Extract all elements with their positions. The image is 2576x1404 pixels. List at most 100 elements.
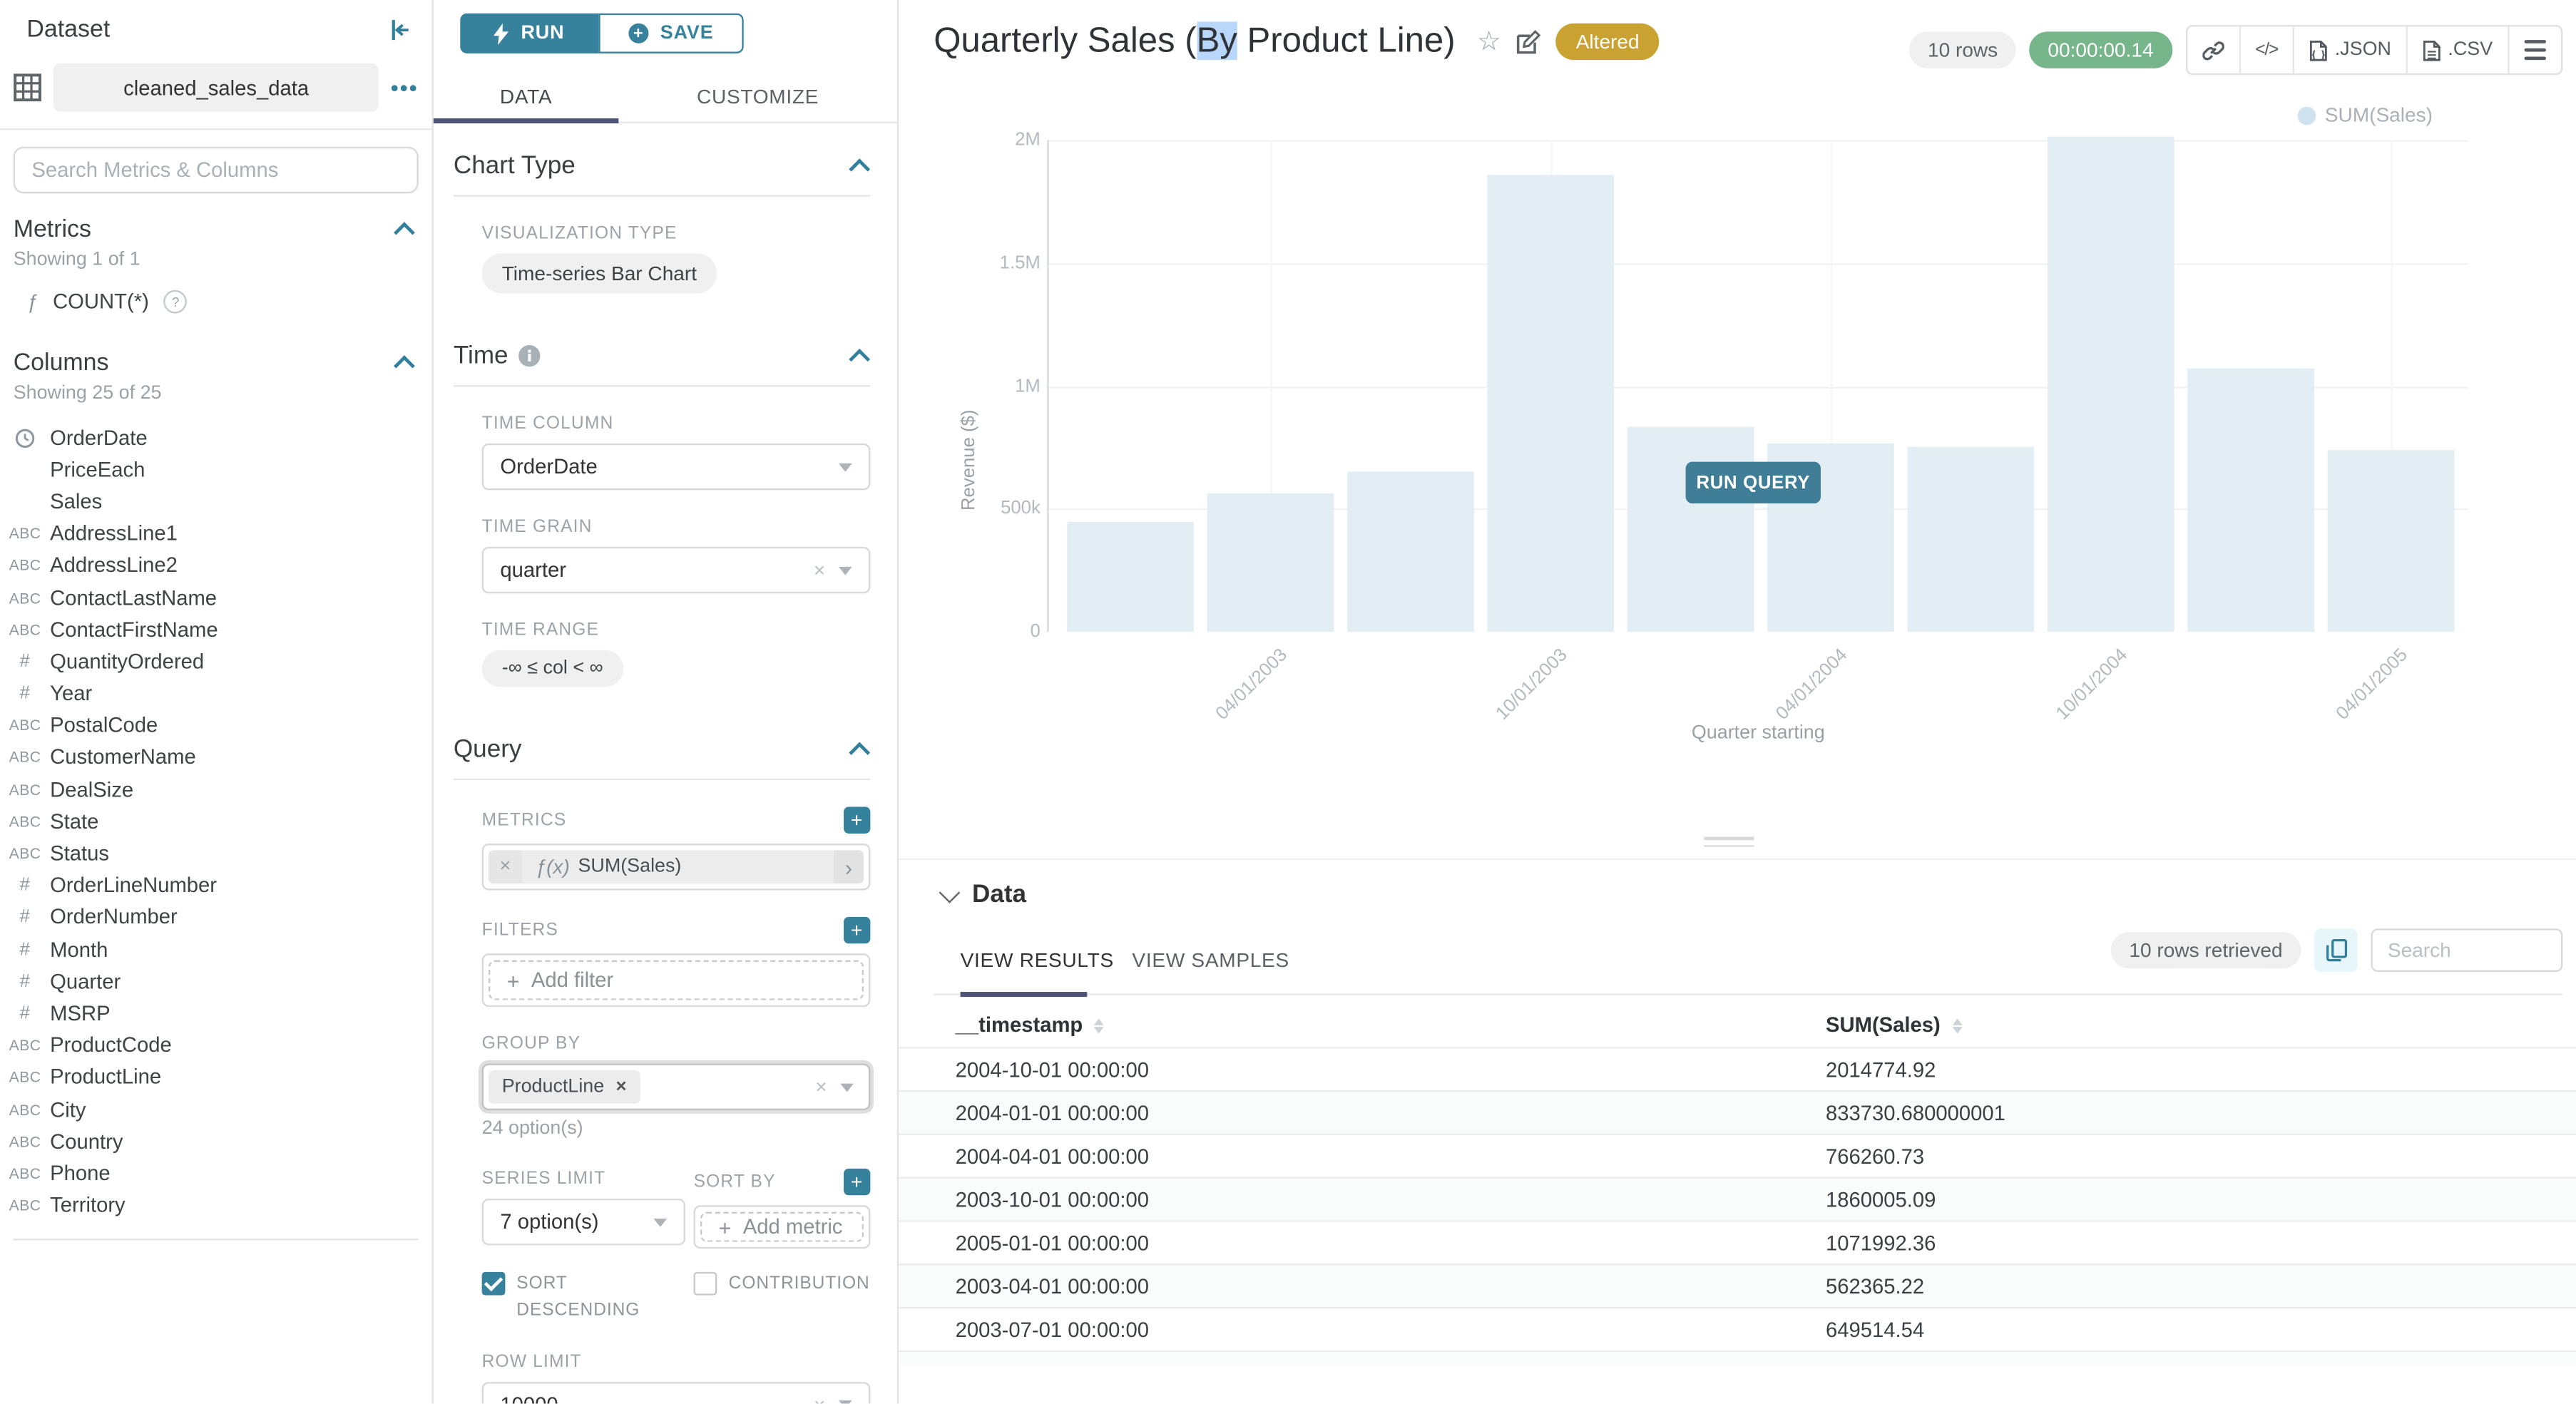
viz-type-value[interactable]: Time-series Bar Chart [481, 253, 717, 294]
bar-2003-04-01[interactable] [1207, 493, 1334, 632]
table-row[interactable]: 2003-04-01 00:00:00 562365.22 [899, 1264, 2576, 1307]
add-sort-metric-icon[interactable]: + [843, 1168, 871, 1196]
column-item[interactable]: # Quarter [0, 965, 432, 998]
table-row[interactable]: 2003-10-01 00:00:00 1860005.09 [899, 1177, 2576, 1221]
bar-2003-10-01[interactable] [1487, 174, 1615, 632]
export-csv-button[interactable]: .CSV [2408, 26, 2510, 73]
column-item[interactable]: ABC ProductCode [0, 1030, 432, 1062]
time-range-value[interactable]: -∞ ≤ col < ∞ [481, 650, 623, 687]
table-row[interactable]: 2004-10-01 00:00:00 2014774.92 [899, 1047, 2576, 1090]
column-item[interactable]: ABC DealSize [0, 774, 432, 806]
embed-code-button[interactable]: </> [2240, 26, 2295, 73]
table-row[interactable]: 2004-01-01 00:00:00 833730.680000001 [899, 1090, 2576, 1134]
section-collapse-icon[interactable] [849, 158, 871, 180]
chart-canvas[interactable]: SUM(Sales) Revenue ($) 0 500k 1M 1.5M 2M 04/0… [899, 83, 2572, 859]
help-icon[interactable]: ? [163, 289, 188, 314]
tab-view-samples[interactable]: VIEW SAMPLES [1132, 948, 1289, 972]
section-collapse-icon[interactable] [849, 347, 871, 369]
collapse-panel-icon[interactable] [389, 19, 412, 42]
contribution-checkbox[interactable] [693, 1271, 717, 1296]
run-query-button[interactable]: RUN QUERY [1685, 461, 1821, 504]
run-button[interactable]: RUN [460, 13, 599, 53]
column-header-timestamp[interactable]: __timestamp [955, 1013, 1083, 1037]
panel-resize-handle[interactable] [1704, 836, 1754, 852]
column-item[interactable]: # Month [0, 933, 432, 965]
groupby-select[interactable]: ProductLine × × [481, 1063, 871, 1111]
column-item[interactable]: OrderDate [0, 421, 432, 454]
column-item[interactable]: ABC Territory [0, 1189, 432, 1221]
column-item[interactable]: Sales [0, 486, 432, 518]
time-column-select[interactable]: OrderDate [481, 443, 871, 491]
column-item[interactable]: ABC AddressLine1 [0, 518, 432, 550]
clear-icon[interactable]: × [813, 558, 826, 582]
remove-metric-icon[interactable]: × [489, 850, 522, 884]
column-item[interactable]: # MSRP [0, 998, 432, 1030]
table-row[interactable]: 2004-04-01 00:00:00 766260.73 [899, 1133, 2576, 1177]
column-item[interactable]: ABC AddressLine2 [0, 550, 432, 582]
tab-customize[interactable]: CUSTOMIZE [697, 84, 819, 108]
remove-tag-icon[interactable]: × [615, 1077, 627, 1097]
bar-2003-01-01[interactable] [1067, 521, 1194, 632]
column-item[interactable]: # QuantityOrdered [0, 645, 432, 677]
column-item[interactable]: ABC PostalCode [0, 709, 432, 742]
time-grain-select[interactable]: quarter × [481, 546, 871, 594]
menu-button[interactable] [2510, 26, 2561, 73]
dataset-name[interactable]: cleaned_sales_data [53, 63, 379, 112]
info-icon[interactable] [518, 344, 540, 367]
clear-icon[interactable]: × [815, 1075, 827, 1099]
column-item[interactable]: # OrderLineNumber [0, 870, 432, 902]
bar-2003-07-01[interactable] [1347, 472, 1474, 632]
bar-2004-10-01[interactable] [2047, 136, 2174, 632]
search-metrics-columns-input[interactable] [13, 146, 419, 194]
tab-view-results[interactable]: VIEW RESULTS [960, 948, 1114, 972]
bar-2004-07-01[interactable] [1907, 447, 2035, 632]
altered-badge[interactable]: Altered [1555, 23, 1660, 61]
add-filter-icon[interactable]: + [843, 916, 871, 944]
add-metric-icon[interactable]: + [843, 806, 871, 834]
export-json-button[interactable]: .JSON [2295, 26, 2408, 73]
expand-metric-icon[interactable]: › [833, 850, 864, 884]
sort-descending-checkbox[interactable] [481, 1271, 505, 1296]
add-sort-metric-button[interactable]: + Add metric [700, 1211, 864, 1242]
sort-icons[interactable] [1094, 1018, 1105, 1033]
chart-legend[interactable]: SUM(Sales) [2298, 103, 2433, 127]
bar-2004-01-01[interactable] [1627, 426, 1754, 632]
collapse-results-icon[interactable] [939, 881, 961, 903]
column-header-sum-sales[interactable]: SUM(Sales) [1826, 1013, 1941, 1037]
series-limit-select[interactable]: 7 option(s) [481, 1198, 685, 1246]
column-item[interactable]: # Year [0, 677, 432, 709]
column-item[interactable]: ABC CustomerName [0, 742, 432, 774]
column-item[interactable]: ABC State [0, 806, 432, 838]
groupby-tag[interactable]: ProductLine × [489, 1070, 640, 1104]
bar-2005-04-01[interactable] [2327, 449, 2455, 632]
bar-2005-01-01[interactable] [2187, 368, 2315, 632]
table-row[interactable]: 2005-01-01 00:00:00 1071992.36 [899, 1220, 2576, 1264]
chart-title[interactable]: Quarterly Sales (By Product Line) [934, 21, 1456, 61]
add-filter-button[interactable]: + Add filter [489, 960, 864, 1000]
column-item[interactable]: ABC ProductLine [0, 1062, 432, 1094]
column-item[interactable]: ABC Status [0, 838, 432, 870]
favorite-star-icon[interactable]: ☆ [1476, 28, 1501, 57]
tab-data[interactable]: DATA [499, 84, 553, 108]
save-button[interactable]: + SAVE [598, 13, 744, 53]
column-item[interactable]: ABC ContactLastName [0, 582, 432, 614]
results-search-input[interactable] [2371, 928, 2563, 972]
column-item[interactable]: # OrderNumber [0, 901, 432, 933]
metric-pill[interactable]: × ƒ(x) SUM(Sales) › [489, 850, 864, 884]
column-item[interactable]: ABC Phone [0, 1157, 432, 1189]
metrics-collapse-icon[interactable] [394, 222, 415, 244]
dataset-more-icon[interactable]: ••• [390, 75, 419, 101]
column-item[interactable]: PriceEach [0, 454, 432, 486]
table-row[interactable]: 2003-07-01 00:00:00 649514.54 [899, 1306, 2576, 1351]
column-item[interactable]: ABC City [0, 1094, 432, 1126]
sort-icons[interactable] [1952, 1018, 1963, 1033]
edit-properties-icon[interactable] [1516, 29, 1541, 54]
section-collapse-icon[interactable] [849, 741, 871, 763]
column-item[interactable]: ABC ContactFirstName [0, 614, 432, 646]
metric-item[interactable]: ƒ COUNT(*) ? [26, 289, 431, 314]
column-item[interactable]: ABC Country [0, 1125, 432, 1157]
columns-collapse-icon[interactable] [394, 355, 415, 377]
copy-data-button[interactable] [2314, 928, 2358, 972]
clear-icon[interactable]: × [814, 1393, 825, 1403]
copy-link-button[interactable] [2187, 26, 2241, 73]
